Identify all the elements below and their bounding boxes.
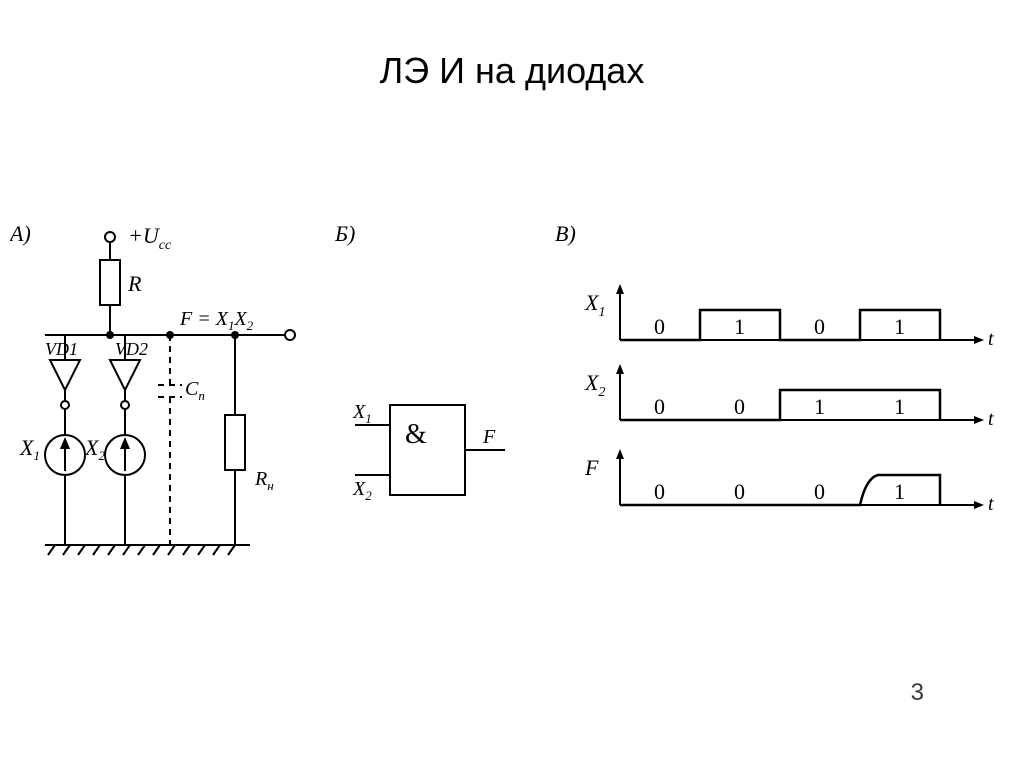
- svg-text:t: t: [988, 328, 994, 350]
- svg-text:0: 0: [654, 479, 665, 504]
- svg-text:t: t: [988, 493, 994, 515]
- svg-text:X1: X1: [584, 290, 605, 320]
- schematic-a: А) +Ucc R F = X1X2 VD1 VD2: [10, 225, 310, 575]
- svg-text:X1: X1: [352, 401, 372, 426]
- svg-text:F: F: [584, 455, 599, 480]
- page-number: 3: [911, 679, 924, 707]
- gate-output: F: [482, 426, 496, 448]
- R-label: R: [127, 271, 142, 296]
- svg-text:1: 1: [894, 314, 905, 339]
- panel-b-label: Б): [335, 225, 355, 246]
- svg-text:+Ucc: +Ucc: [128, 225, 172, 253]
- svg-text:0: 0: [654, 314, 665, 339]
- svg-text:0: 0: [814, 479, 825, 504]
- vd1-label: VD1: [45, 339, 78, 359]
- svg-text:X2: X2: [84, 435, 105, 463]
- ucc-label: +U: [128, 225, 161, 248]
- panel-c: В) X1 t 0 1 0 1 X2 t 0 0 1 1 Ft 0 0 0 1: [555, 225, 1015, 575]
- panel-a: А) +Ucc R F = X1X2 VD1 VD2: [10, 225, 310, 575]
- svg-text:1: 1: [894, 479, 905, 504]
- svg-text:0: 0: [654, 394, 665, 419]
- panel-b: Б) & X1 X2 F: [335, 225, 535, 575]
- svg-text:X1: X1: [19, 435, 40, 463]
- svg-text:1: 1: [734, 314, 745, 339]
- svg-text:Cп: Cп: [185, 378, 205, 403]
- svg-text:F = X1X2: F = X1X2: [179, 308, 254, 333]
- svg-text:0: 0: [814, 314, 825, 339]
- timing-diagram: В) X1 t 0 1 0 1 X2 t 0 0 1 1 Ft 0 0 0 1: [555, 225, 1015, 575]
- svg-text:X2: X2: [352, 478, 372, 503]
- svg-text:Rн: Rн: [254, 468, 274, 493]
- svg-text:0: 0: [734, 479, 745, 504]
- vd2-label: VD2: [115, 339, 148, 359]
- panel-a-label: А): [10, 225, 31, 246]
- gate-symbol: Б) & X1 X2 F: [335, 225, 535, 575]
- page-title: ЛЭ И на диодах: [0, 50, 1024, 92]
- svg-text:t: t: [988, 408, 994, 430]
- svg-text:1: 1: [894, 394, 905, 419]
- gate-sym: &: [405, 419, 427, 450]
- svg-text:X2: X2: [584, 370, 605, 400]
- panel-c-label: В): [555, 225, 576, 246]
- svg-text:0: 0: [734, 394, 745, 419]
- svg-text:1: 1: [814, 394, 825, 419]
